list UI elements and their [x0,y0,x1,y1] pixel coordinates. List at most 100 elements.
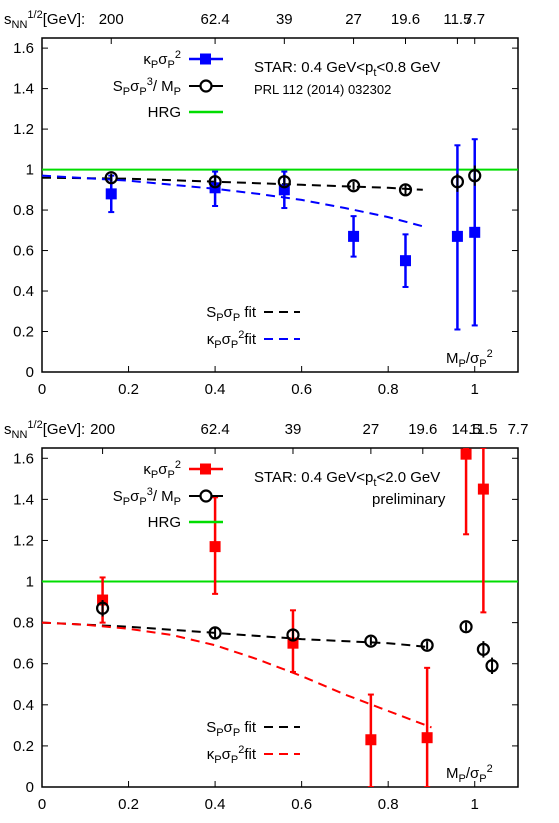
y-tick-label: 1.4 [13,491,34,508]
y-tick-label: 0 [26,779,34,796]
y-tick-label: 0.4 [13,283,34,300]
top-axis-title: sNN1/2[GeV]: [4,9,85,31]
legend-kappa-fit-label: κPσP2fit [207,329,257,351]
skewness-point [346,179,361,193]
chart-panel-2: 0 0.2 0.4 0.6 0.8 1 1.2 1.4 1.6 0 0.2 0.4 0.6 0.8 1 sNN… [4,419,528,813]
kappa-fit-line [42,621,432,729]
plot-frame [41,37,519,373]
x-axis-label: MP/σP2 [446,763,493,785]
legend-hrg-label: HRG [148,104,181,121]
y-tick-label: 1.4 [13,81,34,98]
skewness-point [468,169,482,183]
legend-kappa-marker [200,463,211,475]
top-axis-label: 27 [345,11,362,28]
legend-skewness-fit-label: SPσP fit [206,304,257,324]
legend-skewness-label: SPσP3/ MP [113,486,181,508]
kappa-fit-line [42,174,424,228]
skewness-point [104,171,118,185]
legend-kappa-fit-label: κPσP2fit [207,744,257,766]
top-axis-label: 19.6 [391,11,420,28]
skewness-point [398,183,413,197]
top-axis-label: 11.5 [469,421,497,438]
legend-kappa-label: κPσP2 [143,459,181,481]
y-tick-label: 0.6 [13,243,34,260]
skewness-point [364,634,378,648]
plot-area [42,448,518,787]
top-axis-label: 200 [99,11,124,28]
skewness-point [450,175,465,189]
kappa-point [469,226,481,238]
preliminary-note: preliminary [372,491,446,508]
x-tick-label: 0.8 [378,796,399,813]
citation: PRL 112 (2014) 032302 [254,82,391,97]
kappa-point [365,734,377,746]
plot-area [42,138,518,331]
x-tick-label: 0 [38,796,46,813]
top-axis-label: 39 [285,421,302,438]
y-tick-label: 0 [26,364,34,381]
kappa-point [421,732,433,744]
skewness-fit-line [42,621,432,649]
y-tick-label: 1 [26,162,34,179]
top-axis-label: 39 [276,11,293,28]
legend-kappa-marker [200,53,211,65]
skewness-fit-line [42,176,423,191]
top-axis-label: 27 [363,421,380,438]
y-tick-label: 0.8 [13,202,34,219]
skewness-point [208,175,222,189]
x-tick-label: 0.6 [291,381,312,398]
y-tick-label: 0.8 [13,615,34,632]
x-tick-label: 0.2 [118,796,139,813]
legend-hrg-label: HRG [148,514,181,531]
kappa-point [399,255,411,267]
x-tick-label: 0.6 [291,796,312,813]
legend-skewness-label: SPσP3/ MP [113,76,181,98]
kappa-point [460,448,472,460]
skewness-point [459,620,473,634]
kappa-point [477,483,489,495]
top-axis-label: 62.4 [200,421,229,438]
x-tick-label: 1 [471,796,479,813]
x-tick-label: 1 [471,381,479,398]
x-tick-label: 0.4 [205,796,226,813]
top-axis-label: 14.5 [451,421,480,438]
kappa-point [287,637,299,649]
skewness-point [286,628,300,642]
kappa-point [451,230,463,242]
y-tick-label: 0.2 [13,738,34,755]
kappa-point [105,188,117,200]
skewness-point [420,638,434,652]
top-axis-label: 19.6 [408,421,437,438]
top-axis-label: 200 [90,421,115,438]
legend-kappa-label: κPσP2 [143,49,181,71]
y-tick-label: 1.2 [13,532,34,549]
kappa-point [348,230,360,242]
skewness-point [208,626,222,640]
y-tick-label: 1.6 [13,40,34,57]
y-tick-label: 0.6 [13,656,34,673]
top-axis-label: 7.7 [464,11,485,28]
skewness-point [485,659,499,673]
x-axis-label: MP/σP2 [446,348,493,370]
top-axis-label: 11.5 [443,11,471,28]
y-tick-label: 1.2 [13,121,34,138]
y-tick-label: 1.6 [13,450,34,467]
kappa-point [278,184,290,196]
skewness-point [95,601,110,615]
legend-skewness-marker [199,489,213,503]
x-tick-label: 0.4 [205,381,226,398]
experiment-note: STAR: 0.4 GeV<pt<0.8 GeV [254,59,440,79]
legend-skewness-marker [199,79,213,93]
y-tick-label: 1 [26,574,34,591]
y-tick-label: 0.4 [13,697,34,714]
top-axis-title: sNN1/2[GeV]: [4,419,85,441]
kappa-point [209,541,221,553]
experiment-note: STAR: 0.4 GeV<pt<2.0 GeV [254,469,440,489]
y-tick-label: 0.2 [13,324,34,341]
skewness-point [277,175,291,189]
x-tick-label: 0.2 [118,381,139,398]
top-axis-label: 7.7 [508,421,529,438]
x-tick-label: 0 [38,381,46,398]
skewness-point [476,642,490,656]
